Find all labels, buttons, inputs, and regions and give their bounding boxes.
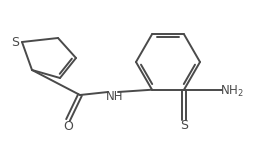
- Text: S: S: [180, 119, 188, 132]
- Text: S: S: [11, 36, 19, 48]
- Text: O: O: [63, 120, 73, 132]
- Text: NH: NH: [106, 90, 124, 102]
- Text: NH$_2$: NH$_2$: [220, 84, 244, 99]
